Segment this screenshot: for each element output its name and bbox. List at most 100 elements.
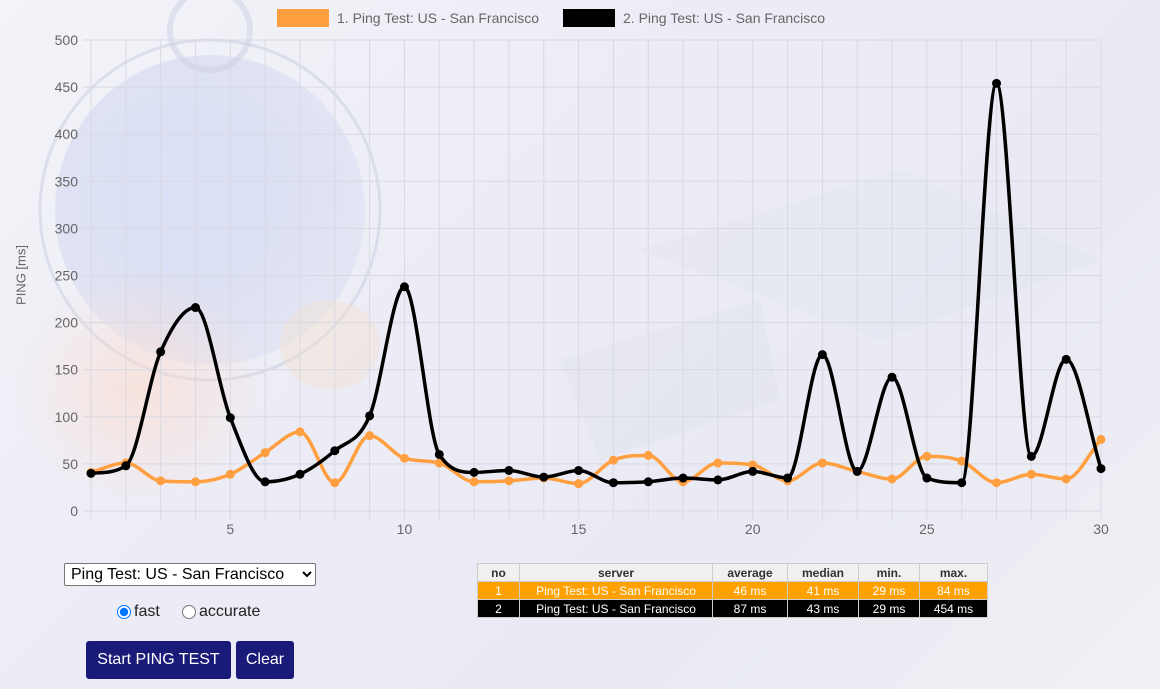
ping-chart-svg: 0 50 100 150 200 250 300 350 400 450 500 5 10 15 20 25 3… (55, 32, 1109, 537)
x-tick-label: 15 (571, 521, 587, 537)
cell-average: 87 ms (712, 599, 788, 618)
series-1-point (643, 450, 653, 460)
cell-server: Ping Test: US - San Francisco (519, 581, 713, 600)
cell-max: 454 ms (919, 599, 988, 618)
y-tick-label: 350 (55, 173, 79, 189)
series-2-point (992, 78, 1002, 88)
series-1-point (190, 477, 200, 487)
header-median: median (787, 563, 859, 582)
y-axis-label: PING [ms] (13, 245, 29, 305)
series-1-point (365, 431, 375, 441)
y-tick-label: 450 (55, 79, 79, 95)
header-average: average (712, 563, 788, 582)
series-1-point (295, 427, 305, 437)
series-2-point (1096, 464, 1106, 474)
series-1-point (713, 458, 723, 468)
series-1-point (608, 455, 618, 465)
series-1-point (1061, 474, 1071, 484)
results-table: no server average median min. max. 1 Pin… (477, 563, 988, 618)
series-1-point (992, 478, 1002, 488)
series-2-point (434, 449, 444, 459)
series-2-point (852, 466, 862, 476)
chart-grid (83, 39, 1102, 519)
cell-min: 29 ms (858, 581, 920, 600)
cell-max: 84 ms (919, 581, 988, 600)
series-2-point (504, 465, 514, 475)
series-2-point (86, 468, 96, 478)
chart-axes: 0 50 100 150 200 250 300 350 400 450 500 5 10 15 20 25 3… (55, 32, 1109, 537)
cell-no: 1 (477, 581, 520, 600)
table-row: 1 Ping Test: US - San Francisco 46 ms 41… (477, 581, 988, 600)
x-tick-label: 5 (226, 521, 234, 537)
legend-swatch-series-1[interactable] (277, 9, 329, 27)
cell-server: Ping Test: US - San Francisco (519, 599, 713, 618)
series-2-point (190, 303, 200, 313)
server-select[interactable]: Ping Test: US - San Francisco (64, 563, 316, 586)
series-2-point (399, 282, 409, 292)
series-1-point (260, 448, 270, 458)
series-2-point (783, 473, 793, 483)
radio-fast[interactable]: fast (117, 603, 160, 621)
radio-accurate[interactable]: accurate (182, 603, 260, 621)
cell-min: 29 ms (858, 599, 920, 618)
y-tick-label: 150 (55, 362, 79, 378)
radio-fast-input[interactable] (117, 605, 131, 619)
y-tick-label: 300 (55, 220, 79, 236)
legend-swatch-series-2[interactable] (563, 9, 615, 27)
results-header-row: no server average median min. max. (477, 563, 988, 582)
series-2-point (678, 473, 688, 483)
series-2-line (90, 81, 1103, 485)
ping-chart: 0 50 100 150 200 250 300 350 400 450 500 5 10 15 20 25 3… (13, 9, 1109, 537)
cell-average: 46 ms (712, 581, 788, 600)
cell-median: 41 ms (787, 581, 859, 600)
series-1-point (887, 474, 897, 484)
radio-fast-label: fast (134, 603, 160, 620)
series-2-point (1026, 451, 1036, 461)
series-2-point (225, 413, 235, 423)
series-2-point (643, 477, 653, 487)
series-1-point (399, 453, 409, 463)
series-2-point (539, 472, 549, 482)
header-max: max. (919, 563, 988, 582)
chart-series (86, 78, 1106, 489)
series-2-point (1061, 354, 1071, 364)
series-2-point (748, 466, 758, 476)
series-2-point (887, 372, 897, 382)
series-2-point (121, 461, 131, 471)
series-1-point (1026, 469, 1036, 479)
series-2-point (469, 467, 479, 477)
cell-no: 2 (477, 599, 520, 618)
series-1-point (1096, 434, 1106, 444)
x-tick-label: 30 (1093, 521, 1109, 537)
start-ping-test-button[interactable]: Start PING TEST (86, 641, 231, 679)
series-2-point (156, 347, 166, 357)
series-2-point (330, 446, 340, 456)
y-tick-label: 500 (55, 32, 79, 48)
series-2-point (260, 477, 270, 487)
series-2-point (365, 411, 375, 421)
radio-accurate-input[interactable] (182, 605, 196, 619)
cell-median: 43 ms (787, 599, 859, 618)
series-1-point (957, 456, 967, 466)
series-1-point (922, 451, 932, 461)
y-tick-label: 50 (62, 456, 78, 472)
y-tick-label: 0 (70, 503, 78, 519)
series-2-point (574, 465, 584, 475)
legend-label-series-2[interactable]: 2. Ping Test: US - San Francisco (623, 10, 826, 26)
y-tick-label: 100 (55, 409, 79, 425)
header-min: min. (858, 563, 920, 582)
x-tick-label: 10 (397, 521, 413, 537)
legend-label-series-1[interactable]: 1. Ping Test: US - San Francisco (337, 10, 540, 26)
y-tick-label: 250 (55, 268, 79, 284)
series-2-point (295, 469, 305, 479)
series-2-point (957, 478, 967, 488)
series-1-point (330, 478, 340, 488)
series-1-point (817, 458, 827, 468)
series-2-point (608, 478, 618, 488)
table-row: 2 Ping Test: US - San Francisco 87 ms 43… (477, 599, 988, 618)
series-2-point (922, 473, 932, 483)
clear-button[interactable]: Clear (236, 641, 294, 679)
x-tick-label: 20 (745, 521, 761, 537)
series-1-point (156, 476, 166, 486)
header-server: server (519, 563, 713, 582)
